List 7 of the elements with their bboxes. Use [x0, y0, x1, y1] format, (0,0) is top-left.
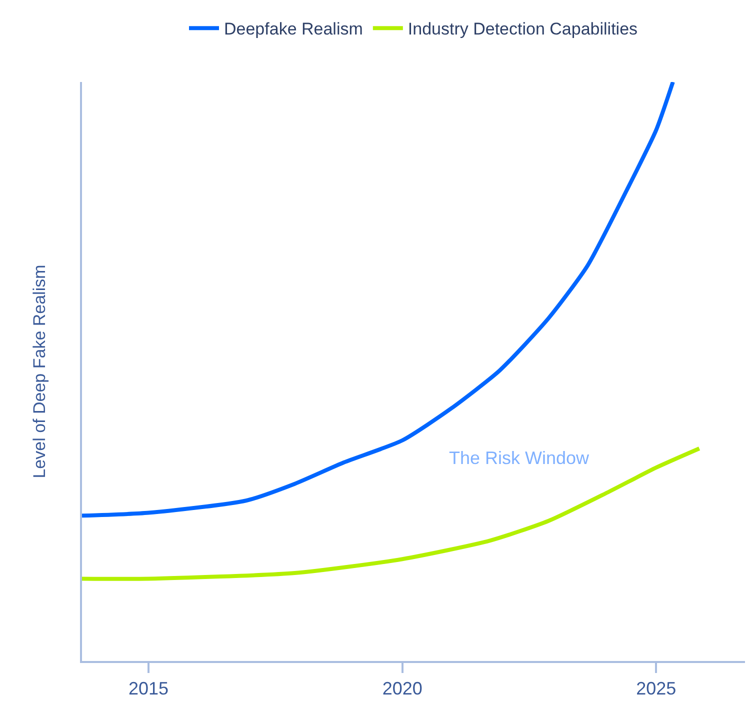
x-tick-label: 2015	[128, 678, 169, 699]
y-axis-title: Level of Deep Fake Realism	[30, 264, 50, 478]
legend-label: Deepfake Realism	[224, 20, 363, 39]
x-tick-label: 2020	[382, 678, 422, 699]
x-tick-label: 2025	[636, 678, 676, 699]
legend-label: Industry Detection Capabilities	[408, 20, 638, 39]
annotation: The Risk Window	[449, 448, 590, 468]
